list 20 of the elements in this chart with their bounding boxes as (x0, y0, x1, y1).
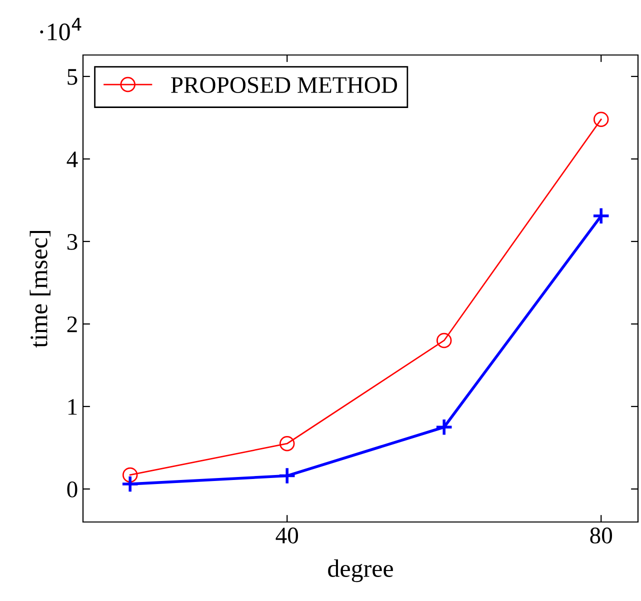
text: ·10$^{4}$ (40, 18, 82, 40)
y-tick-label: 2 (67, 316, 77, 332)
point (435, 418, 454, 436)
point (592, 206, 610, 225)
y-tick-label: 5 (68, 69, 78, 85)
y-axis-title: time [msec] (30, 231, 50, 348)
y-tick-label: 0 (67, 481, 78, 498)
point (121, 475, 140, 494)
point (436, 332, 452, 348)
y-tick-label: 3 (67, 234, 78, 250)
point (593, 112, 609, 127)
point (122, 467, 138, 483)
legend-label: PROPOSED METHOD (171, 77, 398, 94)
point (278, 466, 296, 485)
point (279, 436, 295, 452)
x-axis-title: degree (328, 559, 393, 582)
x-tick-label: 80 (590, 528, 612, 544)
y-tick-label: 1 (68, 399, 77, 415)
y-tick-label: 4 (66, 152, 78, 168)
x-tick-label: 40 (276, 528, 298, 544)
